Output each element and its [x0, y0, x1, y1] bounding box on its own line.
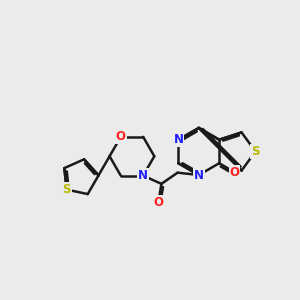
Text: S: S [251, 145, 260, 158]
Text: O: O [154, 196, 164, 208]
Text: O: O [230, 166, 239, 178]
Text: O: O [116, 130, 126, 143]
Text: S: S [62, 183, 71, 196]
Text: N: N [173, 133, 183, 146]
Text: N: N [138, 169, 148, 182]
Text: N: N [194, 169, 204, 182]
